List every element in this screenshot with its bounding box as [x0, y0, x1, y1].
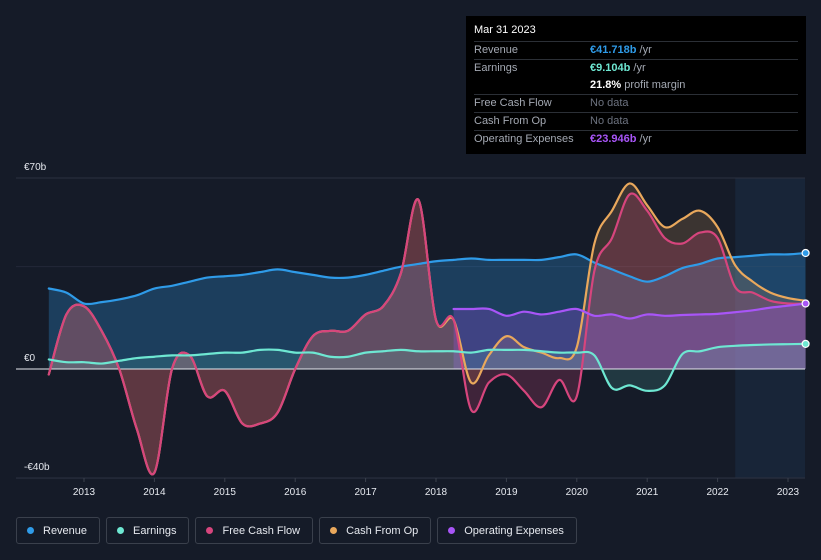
x-tick-label: 2022 — [706, 487, 729, 498]
x-tick-label: 2021 — [636, 487, 659, 498]
free-cash-flow-line — [47, 192, 807, 476]
legend-item-revenue[interactable]: Revenue — [16, 517, 101, 544]
legend-item-operating-expenses[interactable]: Operating Expenses — [437, 517, 577, 544]
tooltip-row: Free Cash Flow No data — [474, 94, 798, 112]
x-tick-label: 2023 — [777, 487, 800, 498]
tooltip-row: Earnings €9.104b /yr — [474, 59, 798, 77]
y-tick-label: -€40b — [24, 462, 50, 473]
legend-dot-icon — [448, 527, 456, 534]
y-axis: €70b €0 -€40b — [24, 162, 50, 473]
legend-dot-icon — [330, 527, 338, 534]
x-tick-label: 2014 — [143, 487, 166, 498]
x-tick-label: 2016 — [284, 487, 307, 498]
tooltip-row-value: €41.718b /yr — [590, 44, 652, 56]
legend-item-free-cash-flow[interactable]: Free Cash Flow — [195, 517, 314, 544]
legend-label: Operating Expenses — [464, 524, 564, 537]
x-tick-label: 2020 — [566, 487, 589, 498]
revenue-area — [48, 253, 806, 369]
operating-expenses-endpoint — [801, 299, 810, 308]
legend-dot-icon — [27, 527, 34, 534]
tooltip-row-value: €23.946b /yr — [590, 133, 652, 145]
tooltip-row-value: No data — [590, 97, 629, 109]
legend-label: Revenue — [43, 524, 88, 537]
tooltip-panel: Mar 31 2023 Revenue €41.718b /yr Earnings €… — [466, 16, 806, 154]
tooltip-row-value: €9.104b /yr — [590, 62, 646, 74]
cash-from-op-area — [48, 183, 806, 475]
earnings-endpoint — [801, 339, 810, 348]
y-tick-label: €0 — [24, 353, 36, 364]
operating-expenses-line — [452, 302, 807, 320]
tooltip-row: Cash From Op No data — [474, 112, 798, 130]
revenue-endpoint — [801, 248, 810, 258]
tooltip-rows: Revenue €41.718b /yr Earnings €9.104b /yr 21… — [474, 41, 798, 148]
tooltip-row: Revenue €41.718b /yr — [474, 41, 798, 59]
tooltip-row-label — [474, 77, 590, 94]
legend-item-cash-from-op[interactable]: Cash From Op — [319, 517, 432, 544]
financial-chart: €70b €0 -€40b 2013 2014 2015 2016 2017 2018 2019… — [16, 162, 810, 498]
tooltip-row-label: Operating Expenses — [474, 133, 574, 145]
earnings-line — [47, 342, 807, 392]
x-tick-label: 2017 — [354, 487, 377, 498]
grid-lines — [16, 177, 805, 479]
earnings-area — [48, 343, 806, 391]
x-tick-label: 2019 — [495, 487, 518, 498]
x-axis: 2013 2014 2015 2016 2017 2018 2019 2020 2021 2022… — [73, 478, 800, 498]
series-endpoints — [801, 248, 810, 348]
series-areas — [48, 183, 806, 475]
chart-legend: Revenue Earnings Free Cash Flow Cash From O… — [16, 517, 577, 544]
legend-item-earnings[interactable]: Earnings — [106, 517, 190, 544]
series-lines — [47, 182, 807, 476]
x-tick-label: 2013 — [73, 487, 96, 498]
y-tick-label: €70b — [24, 162, 47, 173]
x-tick-label: 2015 — [214, 487, 237, 498]
tooltip-row-label: Free Cash Flow — [474, 97, 552, 109]
tooltip-row-label: Earnings — [474, 62, 518, 74]
x-tick-label: 2018 — [425, 487, 448, 498]
legend-dot-icon — [206, 527, 214, 534]
legend-label: Cash From Op — [346, 524, 419, 537]
tooltip-date: Mar 31 2023 — [474, 24, 536, 36]
tooltip-row-value: 21.8% profit margin — [590, 79, 686, 91]
tooltip-row: Operating Expenses €23.946b /yr — [474, 130, 798, 148]
legend-label: Free Cash Flow — [222, 524, 301, 537]
tooltip-row-label: Revenue — [474, 44, 519, 56]
free-cash-flow-area — [48, 193, 806, 475]
forecast-region — [735, 178, 805, 478]
legend-dot-icon — [117, 527, 125, 534]
tooltip-row-value: No data — [590, 115, 629, 127]
legend-label: Earnings — [133, 524, 177, 537]
tooltip-row-label: Cash From Op — [474, 115, 547, 127]
tooltip-row: 21.8% profit margin — [474, 77, 798, 94]
